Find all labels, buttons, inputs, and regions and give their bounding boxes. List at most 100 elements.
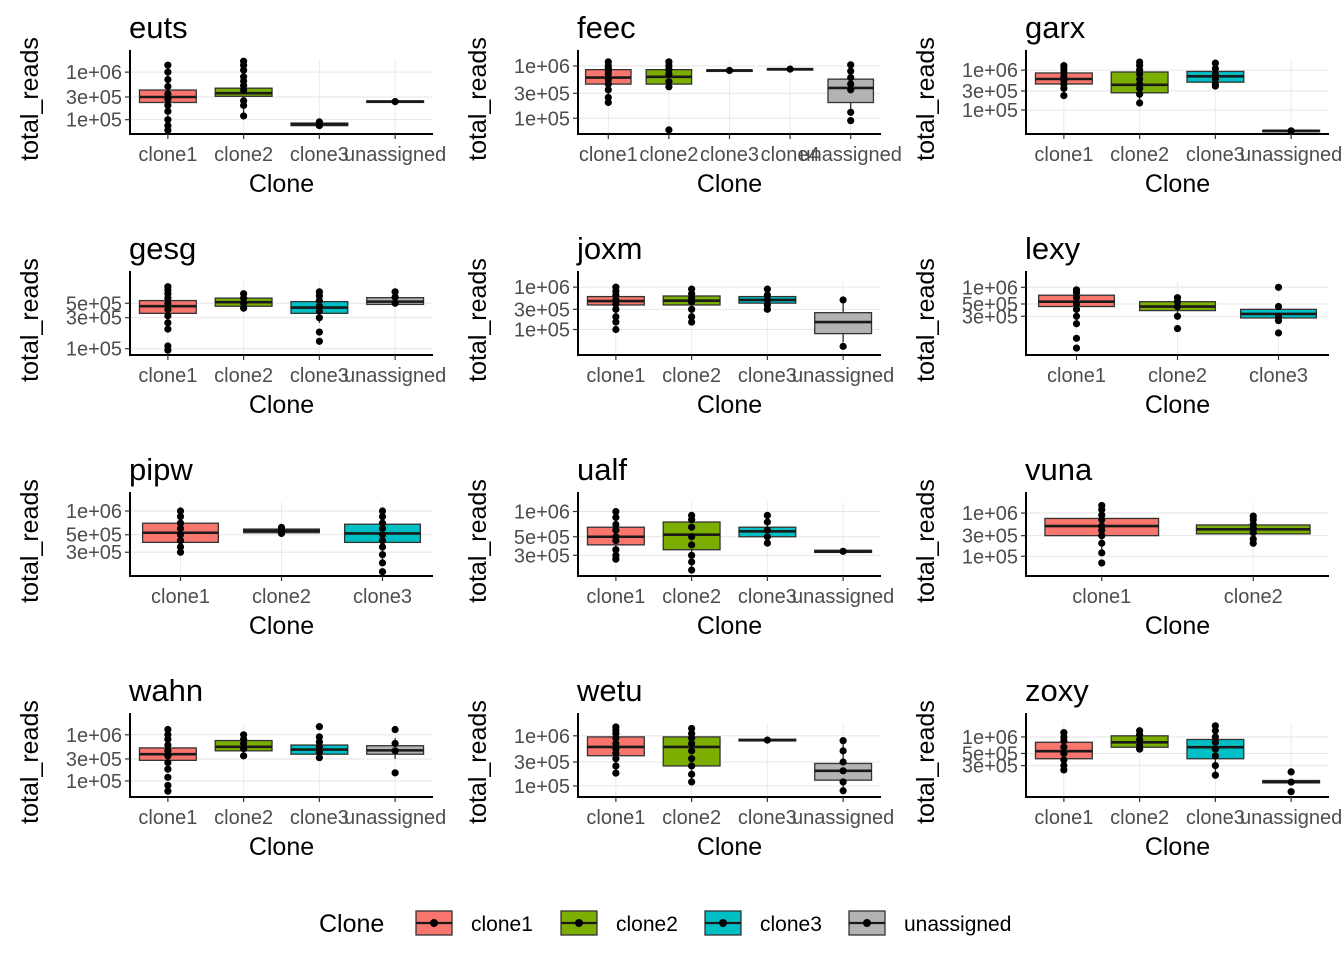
data-point [612,526,620,534]
data-point [612,300,620,308]
data-point [725,66,734,75]
data-point [164,773,172,781]
x-tick-label: clone1 [151,586,210,608]
data-point [604,93,612,102]
panel-title: wetu [576,673,642,708]
x-tick-label: clone2 [214,365,273,387]
x-tick-label: clone3 [353,586,412,608]
data-point [315,743,323,751]
data-point [688,734,696,742]
data-point [315,307,323,315]
data-point [763,296,771,304]
y-tick-label: 1e+05 [514,108,570,130]
data-point [1072,289,1081,297]
panel-title: feec [577,10,636,45]
data-point [763,305,771,313]
data-point [1072,305,1081,313]
data-point [391,293,399,301]
data-point [1098,539,1106,547]
data-point [164,75,172,84]
data-point [378,531,387,539]
data-point [688,770,696,778]
x-tick-label: unassigned [1240,144,1342,166]
box-clone3 [1186,722,1245,779]
legend: Clone clone1 clone2 clone3 unassigned [319,910,1011,938]
data-point [688,298,696,306]
data-point [604,98,612,107]
box-unassigned [366,288,425,307]
data-point [1136,90,1144,98]
data-point [391,288,399,296]
data-point [240,752,248,760]
data-point [839,296,847,304]
x-tick-label: unassigned [792,365,894,387]
panel-title: wahn [128,673,203,708]
box-unassigned [814,296,873,350]
x-tick-label: clone4 [761,144,820,166]
data-point [164,741,172,749]
data-point [176,512,185,521]
x-tick-label: clone3 [738,807,797,829]
data-point [164,299,172,307]
x-tick-label: clone3 [290,365,349,387]
data-point [688,566,696,574]
data-point [612,520,620,529]
data-point [378,543,387,551]
data-point [1249,529,1257,537]
data-point [1249,539,1257,547]
y-axis-title: total_reads [464,700,492,824]
data-point [665,126,673,134]
legend-point [863,919,871,927]
x-axis-title: Clone [1145,612,1210,640]
data-point [1211,82,1219,90]
data-point [378,519,387,527]
data-point [1287,127,1295,135]
box-clone1 [586,723,645,777]
y-tick-label: 3e+05 [962,756,1018,778]
data-point [604,80,612,88]
y-tick-label: 5e+05 [962,743,1018,765]
y-tick-label: 3e+05 [66,308,122,330]
legend-key-clone3 [704,910,742,936]
data-point [378,551,387,559]
data-point [391,725,399,734]
data-point [240,745,248,753]
box-clone2 [214,731,273,760]
x-tick-label: unassigned [800,144,902,166]
panel-title: vuna [1025,452,1093,487]
data-point [240,304,248,312]
data-point [1287,778,1295,786]
y-tick-label: 1e+05 [66,110,122,132]
data-point [315,733,323,741]
x-tick-label: clone2 [662,586,721,608]
box-clone2 [1138,294,1217,333]
box-unassigned [1262,127,1321,135]
panel-title: zoxy [1025,673,1089,708]
data-point [378,559,387,567]
y-axis-title: total_reads [912,258,940,382]
data-point [612,318,620,326]
y-axis-title: total_reads [16,258,44,382]
data-point [1060,766,1068,774]
x-tick-label: clone3 [700,144,759,166]
data-point [612,513,620,522]
data-point [315,122,323,130]
y-tick-label: 3e+05 [514,545,570,567]
data-point [164,735,172,743]
panel-title: pipw [129,452,193,487]
x-tick-label: clone2 [214,144,273,166]
data-point [763,736,771,744]
data-point [839,767,847,775]
x-tick-label: unassigned [344,144,446,166]
data-point [688,551,696,559]
box-clone2 [1195,512,1311,547]
data-point [1274,283,1283,291]
data-point [1136,735,1144,744]
y-tick-label: 3e+05 [962,81,1018,103]
data-point [612,739,620,748]
data-point [1098,549,1106,557]
data-point [1060,92,1068,100]
